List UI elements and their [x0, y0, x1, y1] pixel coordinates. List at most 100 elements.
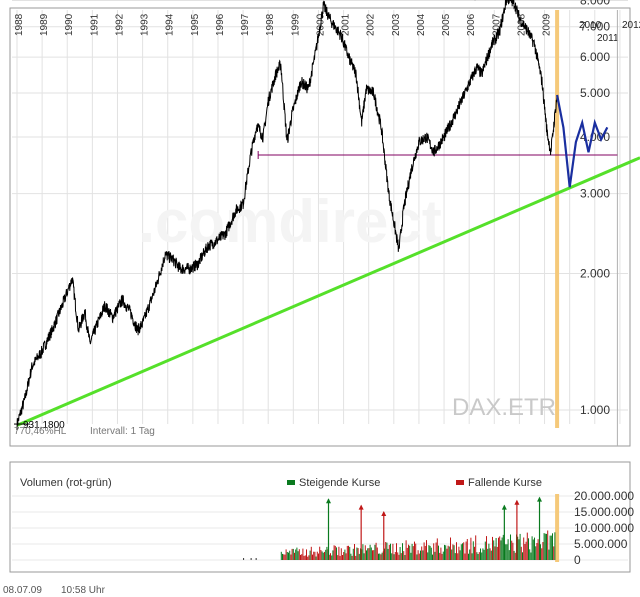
- volume-bar: [378, 553, 379, 560]
- volume-bar: [486, 536, 487, 560]
- volume-bar: [523, 537, 525, 560]
- volume-bar: [367, 548, 369, 560]
- volume-bar: [484, 541, 486, 560]
- year-label: 1999: [290, 13, 301, 36]
- volume-bar: [351, 555, 353, 560]
- volume-bar: [493, 540, 495, 560]
- info-interval: Intervall: 1 Tag: [90, 426, 155, 437]
- volume-bar: [552, 533, 553, 560]
- volume-bar: [370, 547, 372, 560]
- y-tick-label: 3.000: [580, 187, 610, 201]
- volume-bar: [502, 534, 504, 560]
- volume-bar: [314, 551, 316, 560]
- volume-bar: [282, 553, 283, 560]
- volume-bar: [391, 553, 393, 560]
- volume-bar: [324, 551, 325, 560]
- volume-bar: [432, 554, 433, 560]
- volume-bar: [338, 546, 340, 560]
- volume-bar: [459, 550, 461, 560]
- volume-panel: Volumen (rot-grün) Steigende Kurse Falle…: [9, 461, 634, 573]
- volume-bar: [433, 543, 435, 560]
- volume-bar: [304, 555, 306, 560]
- volume-bar: [408, 544, 409, 560]
- year-label: 1997: [240, 13, 251, 36]
- volume-bar: [529, 549, 531, 560]
- year-label: 1988: [14, 13, 25, 36]
- volume-spike-arrow: [326, 498, 331, 504]
- volume-bar: [300, 554, 301, 560]
- volume-bar: [296, 547, 298, 560]
- y-tick-label: 6.000: [580, 50, 610, 64]
- volume-bar: [345, 553, 347, 560]
- volume-bar: [354, 544, 355, 560]
- volume-bar: [429, 545, 431, 560]
- volume-bar: [386, 542, 388, 560]
- volume-bar: [357, 548, 359, 560]
- volume-bar: [291, 548, 293, 560]
- forecast-year-labels: 2010 20112012: [579, 20, 640, 44]
- volume-bar: [342, 555, 343, 560]
- volume-bar: [358, 553, 360, 560]
- volume-bar: [421, 546, 423, 560]
- resistance-line: [257, 151, 618, 160]
- volume-bar: [422, 550, 424, 560]
- volume-bar: [450, 537, 451, 560]
- volume-spike-arrow: [358, 504, 364, 510]
- volume-bar: [411, 543, 413, 560]
- volume-bar: [427, 552, 429, 560]
- volume-bar: [441, 553, 443, 560]
- volume-bar: [415, 543, 417, 560]
- volume-bar: [526, 532, 528, 560]
- volume-bar: [445, 545, 447, 560]
- volume-bar: [464, 553, 466, 560]
- volume-bar: [301, 554, 303, 560]
- price-series: [16, 0, 609, 431]
- volume-bar: [430, 547, 432, 560]
- volume-bar: [393, 554, 395, 560]
- volume-bar: [489, 548, 491, 560]
- y-tick-label: 1.000: [580, 403, 610, 417]
- price-y-axis: 1.000 2.000 3.000 4.000 5.000 6.000 7.000 8.000: [580, 0, 610, 417]
- volume-bar: [288, 552, 289, 560]
- year-label: 1992: [114, 13, 125, 36]
- volume-bar: [375, 542, 377, 560]
- volume-bar: [520, 546, 522, 560]
- volume-bar: [453, 545, 455, 560]
- volume-bar: [250, 558, 252, 560]
- volume-bar: [286, 552, 288, 560]
- year-label: 2009: [542, 13, 553, 36]
- volume-bar: [535, 546, 537, 560]
- volume-bar: [448, 546, 450, 560]
- legend-rising-swatch: [287, 480, 295, 485]
- volume-bar: [379, 553, 381, 560]
- price-grid: [12, 0, 628, 424]
- volume-bar: [496, 546, 498, 560]
- year-label: 2005: [441, 13, 452, 36]
- volume-bar: [392, 543, 394, 560]
- volume-bar: [543, 533, 545, 560]
- vol-tick-label: 15.000.000: [574, 505, 634, 519]
- volume-bar: [458, 546, 460, 560]
- volume-bar: [541, 548, 543, 560]
- volume-bar: [474, 546, 475, 560]
- forecast-year-label: 2010: [579, 20, 602, 31]
- y-tick-label: 5.000: [580, 86, 610, 100]
- volume-bar: [457, 553, 459, 560]
- year-label: 1995: [190, 13, 201, 36]
- volume-bar: [506, 544, 508, 560]
- volume-bar: [313, 551, 315, 560]
- volume-bar: [350, 553, 352, 560]
- volume-spike-arrow: [381, 511, 387, 516]
- volume-bar: [410, 552, 412, 560]
- support-trend-line: [16, 156, 640, 427]
- volume-bar: [309, 550, 311, 560]
- legend-falling-label: Fallende Kurse: [468, 477, 542, 489]
- volume-bar: [547, 530, 549, 560]
- vol-tick-label: 10.000.000: [574, 521, 634, 535]
- volume-bar: [511, 540, 513, 560]
- volume-bar: [428, 545, 430, 560]
- volume-bar: [399, 547, 401, 560]
- y-tick-label: 7.000: [580, 20, 610, 34]
- volume-bar: [519, 533, 521, 560]
